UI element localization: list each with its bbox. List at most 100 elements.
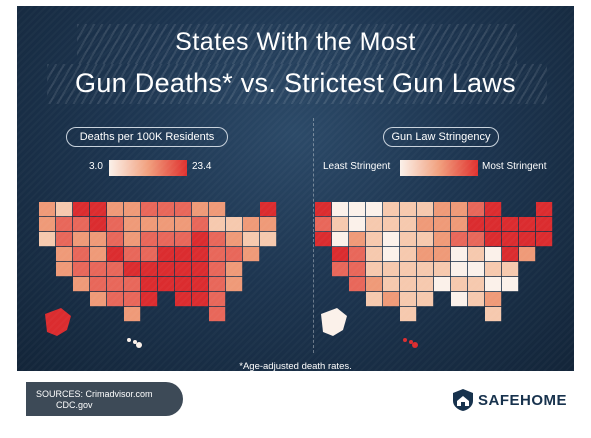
- stringency-scale-max: Most Stringent: [482, 161, 547, 172]
- deaths-scale-min: 3.0: [89, 161, 103, 172]
- deaths-state-block: [226, 232, 243, 247]
- stringency-state-block: [383, 292, 400, 307]
- stringency-state-block: [366, 292, 383, 307]
- stringency-state-block: [536, 217, 553, 232]
- stringency-state-block: [417, 292, 434, 307]
- stringency-state-block: [536, 202, 553, 217]
- stringency-state-block: [332, 232, 349, 247]
- stringency-state-block: [400, 217, 417, 232]
- deaths-state-block: [124, 307, 141, 322]
- stringency-state-block: [434, 217, 451, 232]
- deaths-state-block: [260, 217, 277, 232]
- stringency-state-block: [400, 292, 417, 307]
- stringency-state-block: [519, 232, 536, 247]
- stringency-hawaii: [409, 340, 413, 344]
- deaths-state-block: [260, 232, 277, 247]
- deaths-state-block: [73, 217, 90, 232]
- stringency-state-block: [485, 262, 502, 277]
- stringency-state-block: [468, 202, 485, 217]
- stringency-state-block: [536, 232, 553, 247]
- deaths-state-block: [39, 202, 56, 217]
- stringency-state-block: [485, 292, 502, 307]
- deaths-state-block: [158, 202, 175, 217]
- deaths-state-block: [141, 292, 158, 307]
- deaths-state-block: [192, 277, 209, 292]
- deaths-panel-label: Deaths per 100K Residents: [66, 127, 228, 147]
- stringency-state-block: [383, 202, 400, 217]
- deaths-state-block: [56, 217, 73, 232]
- title-line-2: Gun Deaths* vs. Strictest Gun Laws: [75, 68, 516, 98]
- deaths-state-block: [56, 232, 73, 247]
- title-stripe-bottom: [47, 64, 547, 104]
- stringency-state-block: [485, 247, 502, 262]
- stringency-alaska: [321, 308, 347, 336]
- deaths-state-block: [158, 232, 175, 247]
- deaths-state-block: [175, 262, 192, 277]
- deaths-state-block: [158, 262, 175, 277]
- deaths-alaska: [45, 308, 71, 336]
- stringency-state-block: [485, 217, 502, 232]
- deaths-state-block: [209, 202, 226, 217]
- deaths-state-block: [73, 277, 90, 292]
- deaths-hawaii: [136, 342, 142, 348]
- stringency-state-block: [485, 202, 502, 217]
- deaths-state-block: [192, 232, 209, 247]
- stringency-state-block: [468, 217, 485, 232]
- deaths-state-block: [141, 247, 158, 262]
- deaths-state-block: [124, 262, 141, 277]
- stringency-hawaii: [412, 342, 418, 348]
- deaths-state-block: [209, 307, 226, 322]
- sources-box: SOURCES: Crimadvisor.com CDC.gov: [26, 382, 183, 416]
- deaths-state-block: [56, 202, 73, 217]
- stringency-state-block: [315, 217, 332, 232]
- deaths-state-block: [226, 262, 243, 277]
- deaths-scale-bar: [109, 160, 187, 176]
- deaths-state-block: [124, 277, 141, 292]
- stringency-state-block: [383, 217, 400, 232]
- stringency-state-block: [349, 262, 366, 277]
- footnote: *Age-adjusted death rates.: [239, 361, 352, 371]
- deaths-state-block: [124, 202, 141, 217]
- sources-line-1: SOURCES: Crimadvisor.com: [36, 389, 153, 399]
- stringency-state-block: [315, 202, 332, 217]
- deaths-state-block: [124, 247, 141, 262]
- stringency-state-block: [417, 247, 434, 262]
- deaths-hawaii: [133, 340, 137, 344]
- deaths-state-block: [158, 277, 175, 292]
- brand-name: SAFEHOME: [478, 392, 568, 409]
- stringency-state-block: [502, 262, 519, 277]
- stringency-scale-min: Least Stringent: [323, 161, 391, 172]
- stringency-state-block: [400, 307, 417, 322]
- stringency-state-block: [434, 247, 451, 262]
- deaths-state-block: [90, 232, 107, 247]
- stringency-state-block: [468, 232, 485, 247]
- deaths-state-block: [107, 262, 124, 277]
- stringency-state-block: [349, 202, 366, 217]
- stringency-state-block: [502, 247, 519, 262]
- stringency-state-block: [349, 232, 366, 247]
- sources-line-2: CDC.gov: [56, 400, 93, 410]
- stringency-state-block: [332, 202, 349, 217]
- stringency-state-block: [468, 277, 485, 292]
- stringency-state-block: [400, 262, 417, 277]
- stringency-state-block: [400, 247, 417, 262]
- deaths-state-block: [56, 262, 73, 277]
- deaths-state-block: [192, 247, 209, 262]
- deaths-state-block: [124, 217, 141, 232]
- stringency-state-block: [366, 217, 383, 232]
- deaths-state-block: [90, 217, 107, 232]
- deaths-state-block: [73, 247, 90, 262]
- deaths-state-block: [107, 232, 124, 247]
- deaths-state-block: [107, 277, 124, 292]
- stringency-hawaii: [403, 338, 407, 342]
- stringency-state-block: [519, 247, 536, 262]
- stringency-state-block: [349, 277, 366, 292]
- deaths-state-block: [243, 232, 260, 247]
- stringency-state-block: [366, 232, 383, 247]
- stringency-state-block: [332, 217, 349, 232]
- deaths-state-block: [175, 277, 192, 292]
- stringency-state-block: [434, 232, 451, 247]
- deaths-state-block: [90, 292, 107, 307]
- deaths-state-block: [141, 202, 158, 217]
- deaths-state-block: [175, 247, 192, 262]
